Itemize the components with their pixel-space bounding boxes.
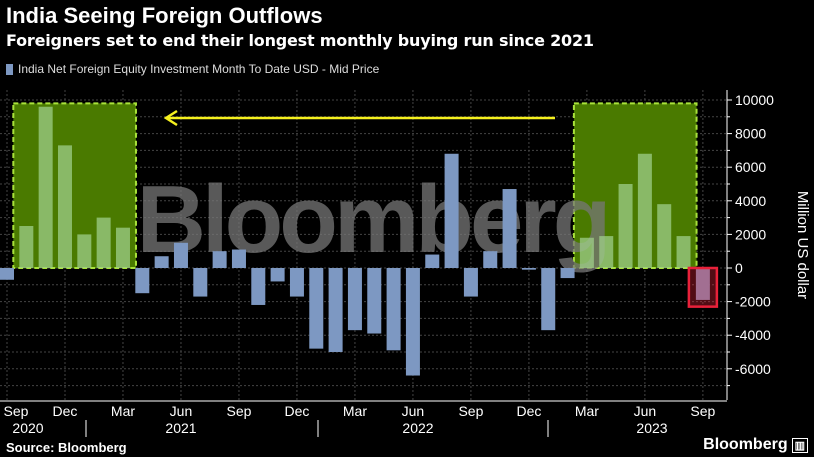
bar <box>483 251 498 268</box>
bar <box>57 145 72 268</box>
x-tick-label: Mar <box>343 403 367 419</box>
y-tick-label: 2000 <box>735 226 766 242</box>
bar <box>231 249 246 268</box>
bar <box>270 268 285 282</box>
x-tick-label: Mar <box>575 403 599 419</box>
bar <box>579 237 594 268</box>
y-tick-label: 4000 <box>735 193 766 209</box>
bar <box>386 268 401 351</box>
watermark: Bloomberg <box>137 166 608 273</box>
x-year-label: 2022 <box>402 420 433 436</box>
bar <box>637 153 652 268</box>
bar <box>19 226 34 268</box>
bar <box>115 227 130 268</box>
x-tick-label: Dec <box>284 403 309 419</box>
bar <box>173 242 188 268</box>
x-tick-label: Sep <box>690 403 715 419</box>
bar <box>676 236 691 268</box>
highlight-box <box>572 102 698 269</box>
bar <box>463 268 478 297</box>
bar <box>618 184 633 268</box>
bar <box>251 268 266 305</box>
source-note: Source: Bloomberg <box>6 440 127 455</box>
chart-title: India Seeing Foreign Outflows <box>6 3 323 28</box>
x-tick-label: Sep <box>226 403 251 419</box>
y-tick-label: -4000 <box>735 327 771 343</box>
x-tick-label: Sep <box>458 403 483 419</box>
legend-swatch <box>6 63 13 75</box>
bar <box>425 254 440 268</box>
bar <box>405 268 420 376</box>
y-tick-label: 6000 <box>735 159 766 175</box>
bar <box>347 268 362 331</box>
legend: India Net Foreign Equity Investment Mont… <box>6 62 379 76</box>
arrow-head <box>163 109 178 127</box>
bar <box>96 217 111 268</box>
x-tick-label: Jun <box>402 403 425 419</box>
highlight-box <box>12 102 137 269</box>
bar <box>135 268 150 294</box>
bar <box>154 256 169 268</box>
y-tick-label: -6000 <box>735 361 771 377</box>
x-tick-label: Jun <box>634 403 657 419</box>
bar <box>289 268 304 297</box>
y-axis-label: Million US dollar <box>794 191 811 299</box>
bar <box>38 106 53 268</box>
x-tick-label: Dec <box>53 403 78 419</box>
bar <box>77 234 92 268</box>
x-tick-label: Dec <box>516 403 541 419</box>
y-tick-label: 0 <box>735 260 743 276</box>
bar <box>444 153 459 268</box>
y-tick-label: 8000 <box>735 126 766 142</box>
bar <box>212 251 227 268</box>
y-tick-label: -2000 <box>735 294 771 310</box>
bar <box>599 236 614 268</box>
x-tick-label: Mar <box>111 403 135 419</box>
legend-label: India Net Foreign Equity Investment Mont… <box>18 62 380 76</box>
x-tick-label: Jun <box>170 403 193 419</box>
bar <box>560 268 575 279</box>
y-tick-label: 10000 <box>735 92 774 108</box>
chart-icon: ▥ <box>791 437 808 453</box>
bar <box>328 268 343 352</box>
bar <box>521 268 536 270</box>
x-tick-label: Sep <box>4 403 29 419</box>
x-year-label: 2021 <box>165 420 196 436</box>
bar <box>657 204 672 268</box>
bar <box>0 268 14 280</box>
bar <box>502 189 517 268</box>
x-year-label: 2020 <box>12 420 43 436</box>
bar <box>309 268 324 349</box>
highlight-box-red <box>687 266 719 308</box>
bar <box>367 268 382 334</box>
bar <box>193 268 208 297</box>
bar <box>541 268 556 331</box>
bloomberg-logo: Bloomberg ▥ <box>703 436 808 454</box>
x-year-label: 2023 <box>636 420 667 436</box>
bar <box>695 268 710 300</box>
chart-subtitle: Foreigners set to end their longest mont… <box>6 31 594 50</box>
